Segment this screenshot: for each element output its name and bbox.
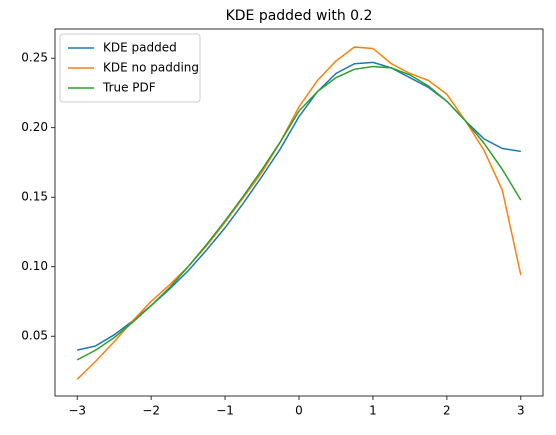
y-tick-label: 0.15 (21, 190, 48, 204)
x-tick-label: 2 (443, 404, 451, 418)
chart-title: KDE padded with 0.2 (226, 8, 373, 24)
y-tick-label: 0.20 (21, 120, 48, 134)
x-tick-label: 3 (517, 404, 525, 418)
x-tick-label: −1 (216, 404, 234, 418)
y-tick-label: 0.05 (21, 329, 48, 343)
x-tick-label: 0 (295, 404, 303, 418)
data-line (76, 46, 522, 380)
legend-label: True PDF (102, 81, 156, 95)
plot-frame (54, 28, 544, 397)
y-tick-label: 0.25 (21, 51, 48, 65)
x-tick-label: 1 (369, 404, 377, 418)
legend-label: KDE no padding (103, 61, 199, 75)
x-tick-label: −2 (142, 404, 160, 418)
x-tick-label: −3 (68, 404, 86, 418)
legend-box (59, 33, 201, 103)
legend-label: KDE padded (103, 41, 177, 55)
y-tick-label: 0.10 (21, 259, 48, 273)
legend: KDE padded KDE no padding True PDF (59, 33, 201, 103)
data-line (76, 65, 522, 361)
